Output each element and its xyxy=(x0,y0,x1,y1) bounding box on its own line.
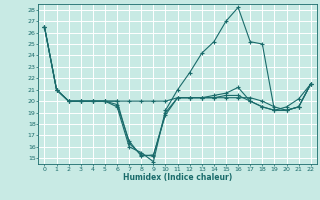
X-axis label: Humidex (Indice chaleur): Humidex (Indice chaleur) xyxy=(123,173,232,182)
